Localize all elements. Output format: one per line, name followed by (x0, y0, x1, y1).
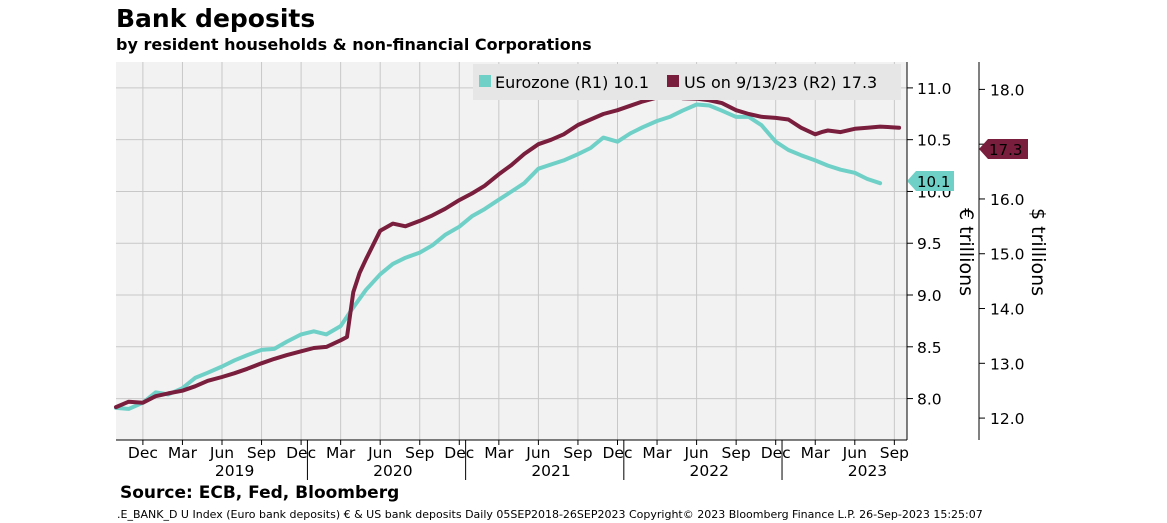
x-tick-label-month: Jun (367, 444, 392, 462)
legend-label-eurozone: Eurozone (R1) 10.1 (495, 73, 649, 92)
x-tick-label-month: Mar (642, 444, 672, 462)
chart-subtitle: by resident households & non-financial C… (116, 35, 592, 54)
x-tick-label-month: Jun (683, 444, 708, 462)
right-axis-tick-label: 14.0 (990, 301, 1025, 319)
right-axis-tick-label: 16.0 (990, 191, 1025, 209)
series-line-eurozone (114, 102, 883, 411)
left-axis-tick-label: 8.5 (917, 339, 942, 357)
left-axis-label: € trillions (955, 208, 977, 296)
x-tick-label-year: 2020 (373, 462, 412, 480)
x-tick-label-month: Sep (405, 444, 434, 462)
x-tick-label-month: Jun (525, 444, 550, 462)
left-axis-tick-label: 11.0 (917, 80, 952, 98)
left-axis-tick-label: 8.0 (917, 391, 942, 409)
last-value-tag-us-text: 17.3 (989, 141, 1022, 159)
left-axis-tick-label: 10.5 (917, 132, 952, 150)
x-tick-label-year: 2023 (848, 462, 887, 480)
x-tick-label-month: Mar (326, 444, 356, 462)
x-tick-label-month: Jun (209, 444, 234, 462)
x-tick-label-month: Jun (842, 444, 867, 462)
x-tick-label-month: Mar (801, 444, 831, 462)
chart-title: Bank deposits (116, 4, 316, 33)
last-value-tag-eurozone: 10.1 (907, 171, 954, 191)
legend-box (473, 64, 901, 100)
right-axis-tick-label: 12.0 (990, 410, 1025, 428)
plot-background (116, 62, 907, 440)
legend: Eurozone (R1) 10.1 US on 9/13/23 (R2) 17… (473, 64, 901, 100)
last-value-tag-eurozone-text: 10.1 (917, 173, 950, 191)
x-tick-label-month: Mar (168, 444, 198, 462)
x-tick-label-month: Dec (286, 444, 316, 462)
grid-lines (116, 62, 907, 440)
x-tick-label-month: Dec (444, 444, 474, 462)
x-tick-label-month: Sep (880, 444, 909, 462)
right-axis-tick-label: 15.0 (990, 246, 1025, 264)
source-note: Source: ECB, Fed, Bloomberg (120, 483, 400, 503)
legend-swatch-us (667, 75, 679, 87)
last-value-tag-us: 17.3 (979, 139, 1028, 159)
x-tick-label-month: Sep (722, 444, 751, 462)
left-axis-tick-label: 9.0 (917, 287, 942, 305)
last-value-tag-eurozone-shape (907, 171, 954, 191)
series-line-us (114, 94, 902, 410)
x-tick-label-year: 2021 (531, 462, 570, 480)
last-value-tag-us-shape (979, 139, 1028, 159)
x-tick-label-month: Dec (128, 444, 158, 462)
legend-label-us: US on 9/13/23 (R2) 17.3 (684, 73, 877, 92)
series-layer (114, 94, 902, 411)
x-tick-label-year: 2022 (690, 462, 729, 480)
x-tick-label-month: Mar (484, 444, 514, 462)
right-axis-tick-label: 13.0 (990, 355, 1025, 373)
x-tick-label-year: 2019 (215, 462, 254, 480)
footer-note: .E_BANK_D U Index (Euro bank deposits) €… (117, 508, 983, 521)
right-axis-tick-label: 18.0 (990, 81, 1025, 99)
legend-swatch-eurozone (479, 75, 491, 87)
right-axis-label: $ trillions (1027, 208, 1049, 296)
x-tick-label-month: Dec (602, 444, 632, 462)
x-tick-label-month: Sep (563, 444, 592, 462)
left-axis-tick-label: 9.5 (917, 235, 942, 253)
x-tick-label-month: Sep (247, 444, 276, 462)
x-tick-label-month: Dec (761, 444, 791, 462)
